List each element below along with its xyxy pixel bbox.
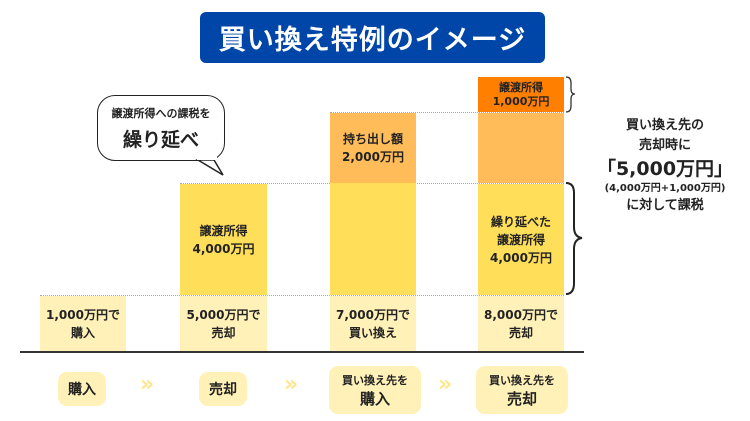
column-3-middle bbox=[330, 183, 416, 295]
label: 4,000万円 bbox=[192, 241, 255, 256]
bubble-subtext: 譲渡所得への課税を bbox=[111, 107, 211, 120]
label: 購入 bbox=[359, 389, 390, 408]
chevron-right-icon: » bbox=[438, 372, 452, 397]
step-buy-replacement: 買い換え先を 購入 bbox=[329, 366, 421, 414]
label: 持ち出し額 bbox=[342, 132, 403, 146]
label: 4,000万円 bbox=[490, 250, 552, 265]
label: 1,000万円で bbox=[46, 307, 120, 322]
label: 買い換え先を bbox=[342, 373, 408, 387]
label: 1,000万円 bbox=[492, 94, 550, 108]
label: 買い換え先を bbox=[489, 373, 555, 387]
chevron-right-icon: » bbox=[140, 372, 154, 397]
note-line: に対して課税 bbox=[626, 198, 704, 213]
label: 譲渡所得 bbox=[499, 80, 543, 94]
bubble-main-text: 繰り延べ bbox=[122, 129, 199, 151]
label: 2,000万円 bbox=[342, 150, 404, 164]
note-breakdown: (4,000万円+1,000万円) bbox=[604, 183, 726, 194]
diagram-title: 買い換え特例のイメージ bbox=[200, 12, 545, 63]
column-4-top-gain: 譲渡所得 1,000万円 bbox=[478, 77, 564, 112]
step-sell-replacement: 買い換え先を 売却 bbox=[476, 366, 568, 414]
baseline bbox=[20, 351, 584, 353]
speech-bubble: 譲渡所得への課税を 繰り延べ bbox=[97, 95, 225, 161]
tax-note: 買い換え先の 売却時に 「5,000万円」 (4,000万円+1,000万円) … bbox=[592, 116, 738, 216]
label: 購入 bbox=[68, 382, 96, 398]
label: 5,000万円で bbox=[186, 307, 261, 322]
chevron-right-icon: » bbox=[284, 372, 298, 397]
bubble-tail bbox=[195, 155, 224, 176]
step-sell: 売却 bbox=[199, 372, 247, 406]
label: 購入 bbox=[70, 325, 95, 340]
column-2-base: 5,000万円で 売却 bbox=[180, 296, 267, 351]
column-3-base: 7,000万円で 買い換え bbox=[330, 296, 416, 351]
small-brace-icon bbox=[565, 76, 576, 113]
column-4-carry bbox=[478, 113, 564, 183]
guide-line-carry bbox=[330, 112, 564, 113]
column-4-base: 8,000万円で 売却 bbox=[478, 296, 564, 351]
note-amount: 「5,000万円」 bbox=[596, 158, 734, 180]
label: 買い換え bbox=[348, 325, 397, 340]
step-purchase: 購入 bbox=[58, 372, 106, 406]
label: 売却 bbox=[211, 325, 236, 340]
column-1-base: 1,000万円で 購入 bbox=[40, 296, 126, 351]
label: 売却 bbox=[506, 389, 537, 408]
note-line: 売却時に bbox=[638, 138, 691, 153]
label: 8,000万円で bbox=[484, 307, 558, 322]
large-brace-icon bbox=[565, 182, 583, 295]
label: 譲渡所得 bbox=[199, 223, 248, 238]
label: 譲渡所得 bbox=[496, 232, 545, 247]
label: 売却 bbox=[508, 325, 533, 340]
label: 繰り延べた bbox=[490, 214, 551, 229]
guide-line-base bbox=[40, 295, 564, 296]
label: 売却 bbox=[209, 382, 237, 398]
column-3-carry: 持ち出し額 2,000万円 bbox=[330, 113, 416, 183]
column-2-gain: 譲渡所得 4,000万円 bbox=[180, 184, 267, 295]
column-4-gain: 繰り延べた譲渡所得 4,000万円 bbox=[478, 184, 564, 295]
label: 7,000万円で bbox=[336, 307, 410, 322]
note-line: 買い換え先の bbox=[625, 118, 704, 133]
